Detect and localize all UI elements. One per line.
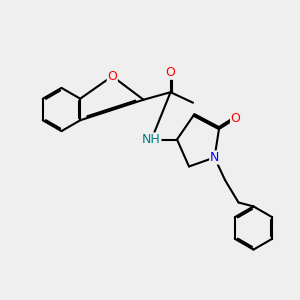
Text: N: N (210, 151, 219, 164)
Text: NH: NH (142, 133, 161, 146)
Text: O: O (166, 66, 176, 79)
Text: O: O (231, 112, 240, 125)
Text: O: O (107, 70, 117, 83)
